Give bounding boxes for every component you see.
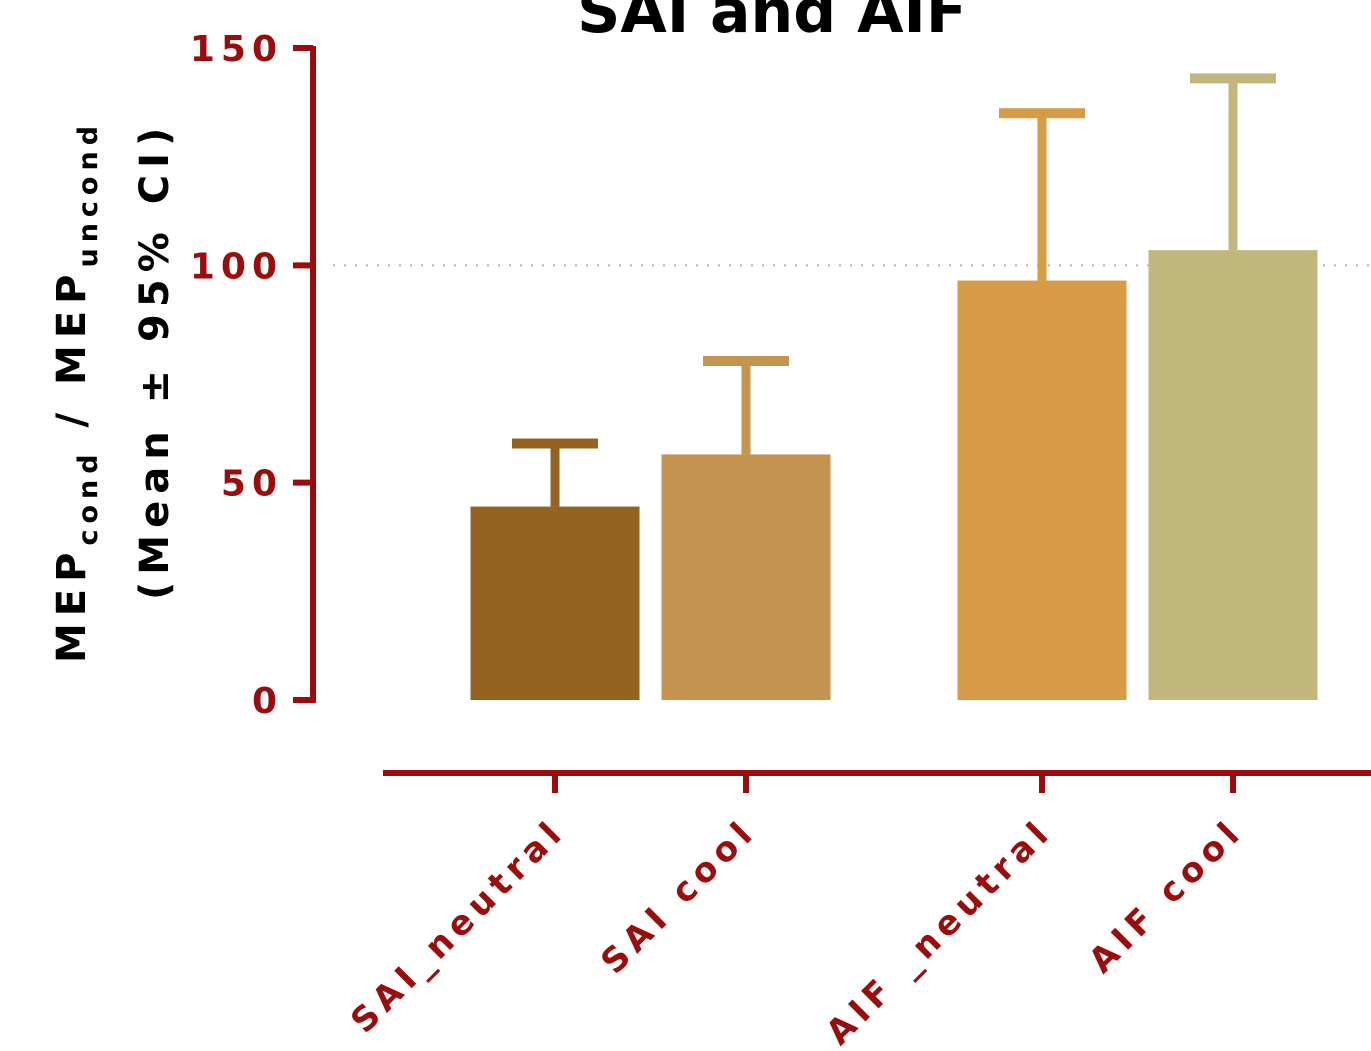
y-axis-label-line1: MEPcond / MEPuncond — [49, 120, 104, 663]
y-label-main-a: MEP — [49, 546, 95, 663]
chart-title: SAI and AIF — [577, 0, 967, 47]
y-tick-label-1: 50 — [221, 464, 283, 505]
bar-1 — [661, 454, 831, 700]
y-tick-label-3: 150 — [190, 29, 283, 70]
x-tick-label-3: AIF cool — [1081, 811, 1251, 981]
y-axis-label-line2: (Mean ± 95% CI) — [132, 121, 178, 600]
y-tick-label-2: 100 — [190, 246, 283, 287]
x-tick-label-0: SAI_neutral — [343, 811, 573, 1041]
y-tick-label-0: 0 — [252, 681, 283, 722]
bar-0 — [470, 506, 640, 700]
x-tick-label-2: AIF _neutral — [818, 811, 1060, 1051]
bar-3 — [1148, 250, 1318, 700]
y-label-sub-a: cond — [73, 448, 104, 545]
y-label-main-b: MEP — [49, 268, 95, 385]
bar-2 — [957, 280, 1127, 700]
y-label-sep: / — [49, 385, 95, 448]
x-tick-label-1: SAI cool — [593, 811, 764, 982]
y-label-sub-b: uncond — [73, 120, 104, 268]
plot-area: 0 50 100 150 SAI_neutral SAI cool AIF _neutral… — [190, 29, 1371, 1051]
